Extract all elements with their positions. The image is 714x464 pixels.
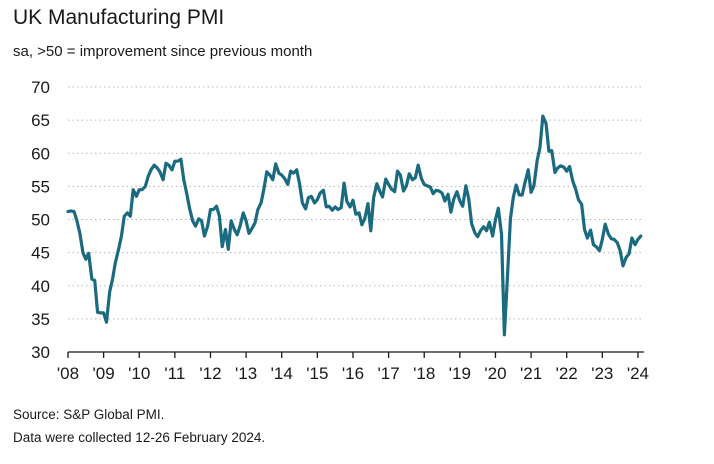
x-axis-ticks: [67, 352, 639, 358]
chart-subtitle: sa, >50 = improvement since previous mon…: [13, 43, 313, 60]
x-tick-label: '11: [164, 364, 185, 383]
y-tick-label: 50: [31, 211, 50, 230]
x-tick-label: '17: [378, 364, 400, 383]
y-tick-label: 70: [31, 78, 50, 97]
footer-source: Source: S&P Global PMI.: [13, 407, 165, 422]
pmi-series-line: [66, 114, 643, 337]
y-tick-label: 35: [31, 310, 50, 329]
footer-note: Data were collected 12-26 February 2024.: [13, 430, 266, 445]
y-tick-label: 40: [31, 277, 50, 296]
gridlines: [68, 86, 644, 320]
x-tick-label: '10: [128, 364, 150, 383]
x-tick-label: '22: [556, 364, 578, 383]
x-axis-tick-labels: '08 '09 '10 '11 '12 '13 '14 '15 '16 '17 '18 '19 '20 '…: [57, 364, 649, 383]
y-tick-label: 30: [31, 343, 50, 362]
x-tick-label: '13: [235, 364, 257, 383]
x-tick-label: '09: [93, 364, 115, 383]
x-tick-label: '19: [449, 364, 471, 383]
chart-title: UK Manufacturing PMI: [13, 6, 225, 29]
y-tick-label: 55: [31, 177, 50, 196]
x-tick-label: '16: [342, 364, 364, 383]
y-tick-label: 60: [31, 144, 50, 163]
x-tick-label: '24: [627, 364, 649, 383]
x-tick-label: '15: [306, 364, 328, 383]
y-tick-label: 45: [31, 244, 50, 263]
y-axis-tick-labels: 70 65 60 55 50 45 40 35 30: [31, 78, 50, 362]
y-tick-label: 65: [31, 111, 50, 130]
x-tick-label: '23: [591, 364, 613, 383]
x-tick-label: '12: [199, 364, 221, 383]
x-tick-label: '14: [271, 364, 293, 383]
x-tick-label: '18: [413, 364, 435, 383]
x-tick-label: '21: [520, 364, 542, 383]
x-tick-label: '20: [484, 364, 506, 383]
x-tick-label: '08: [57, 364, 79, 383]
